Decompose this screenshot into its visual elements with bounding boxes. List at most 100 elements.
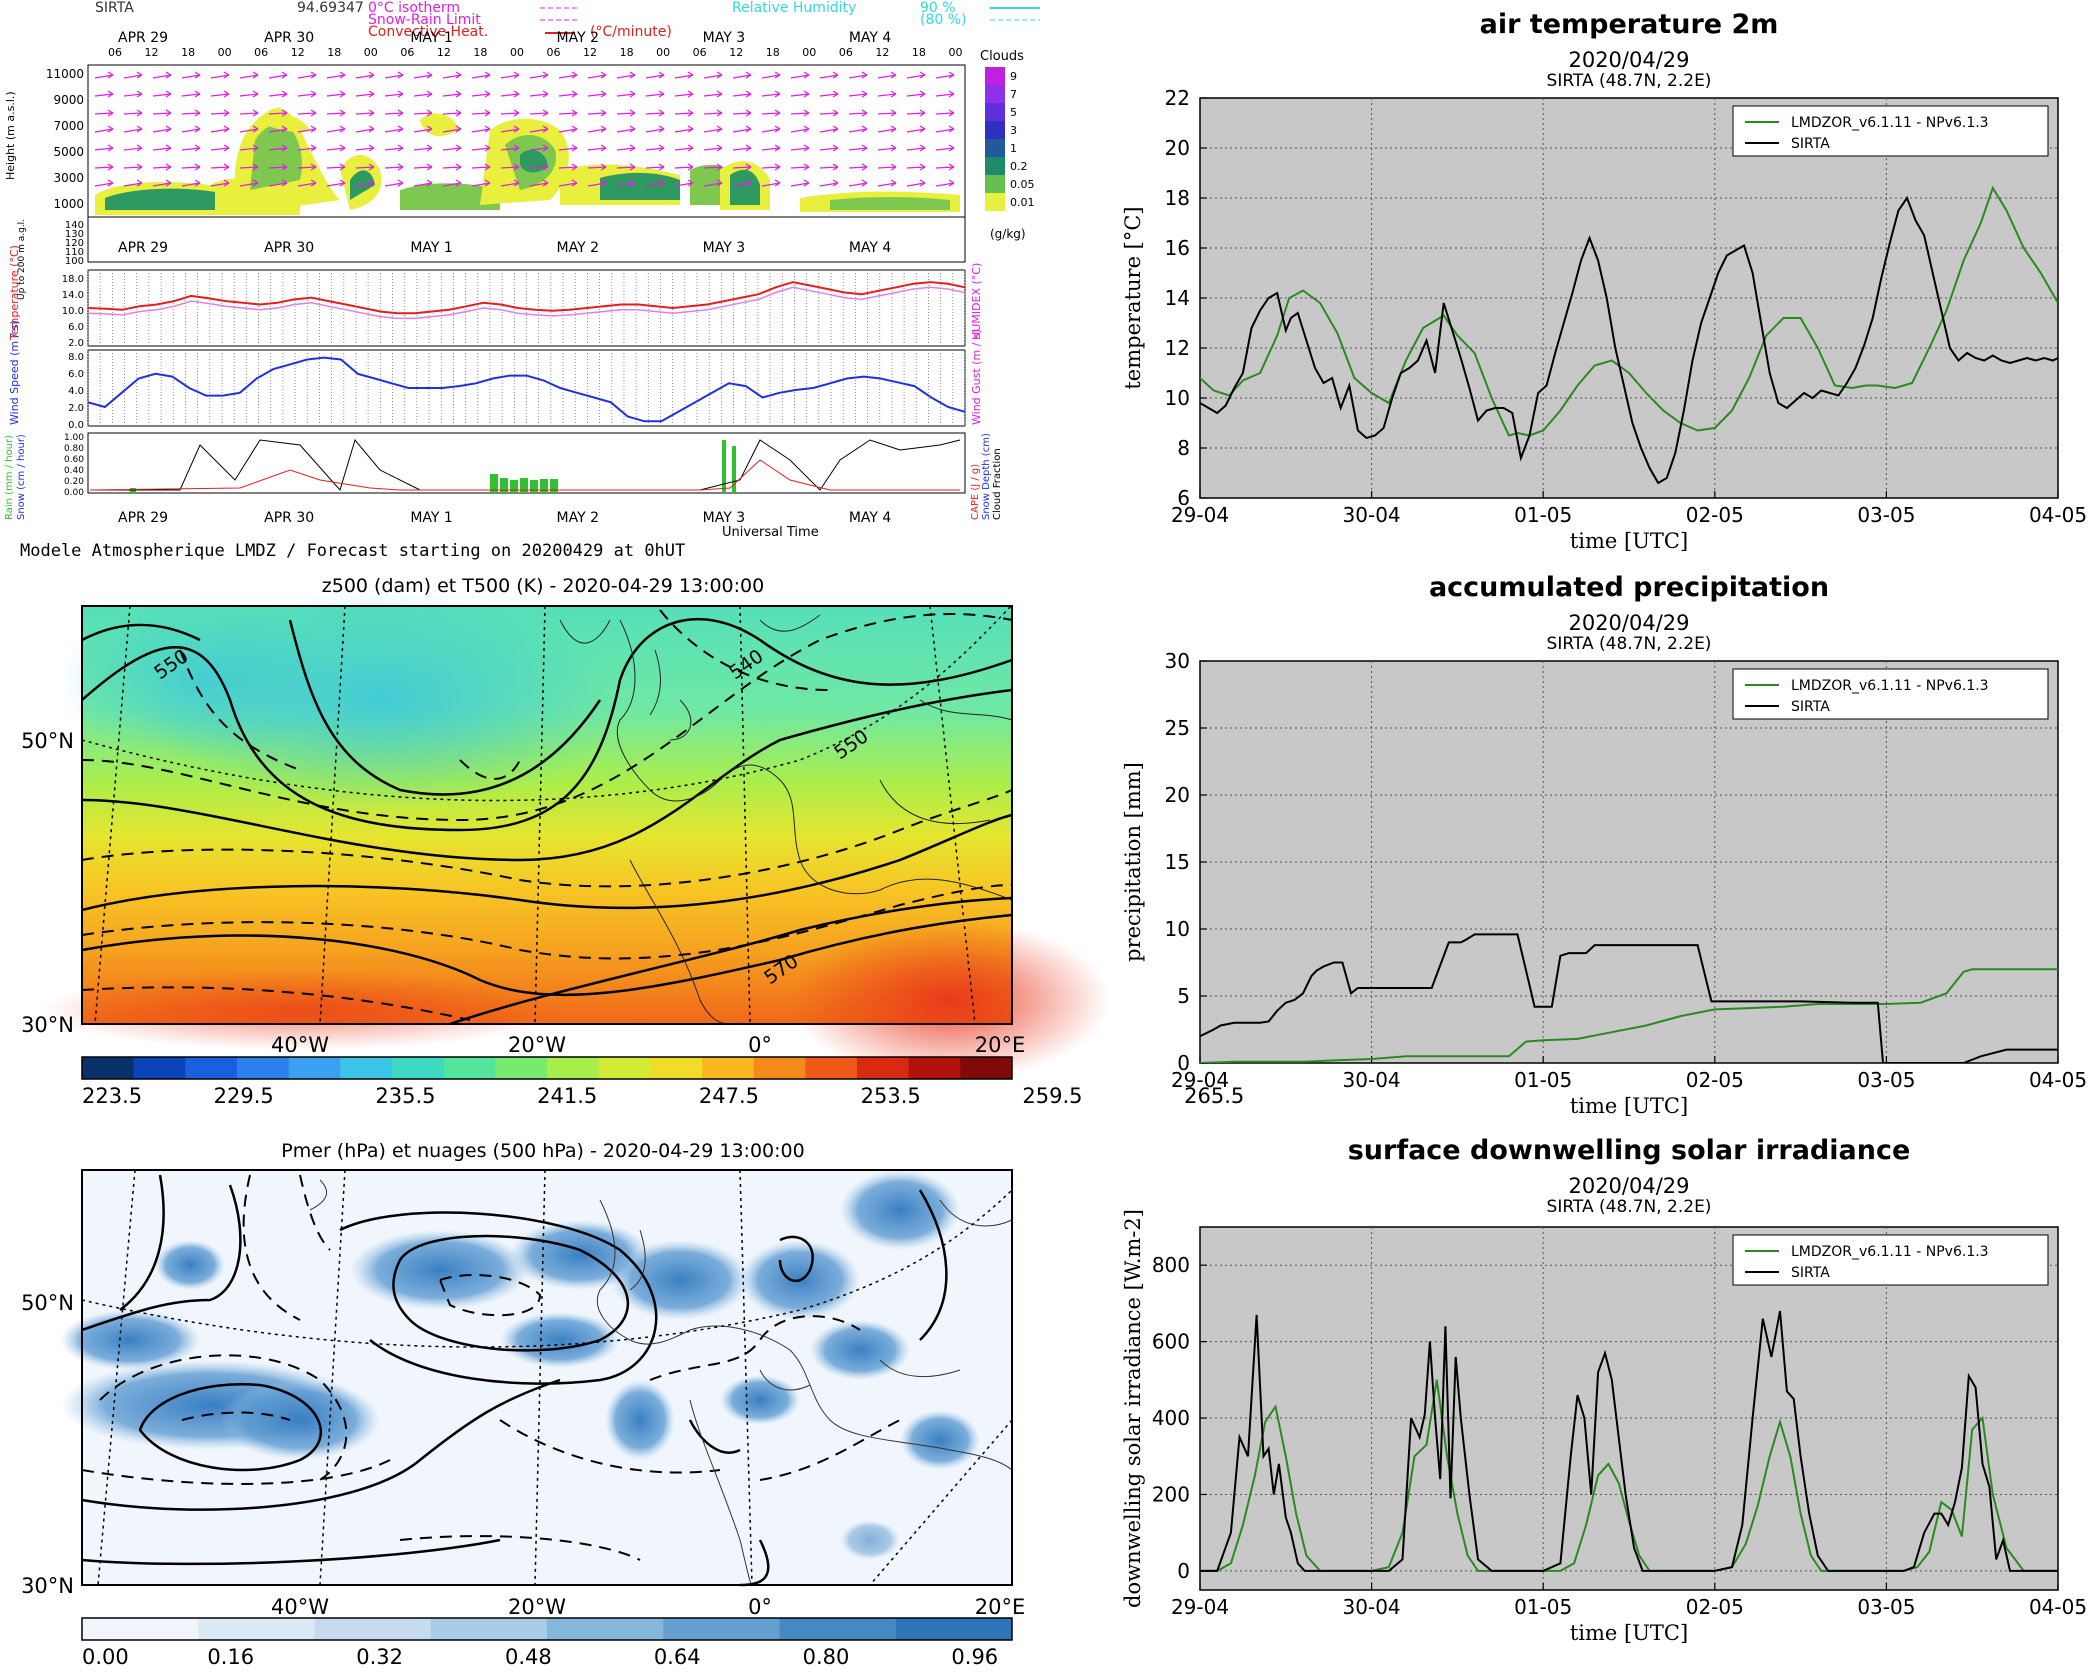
y-tick-label: 20 [1165,136,1190,160]
wind-arrow [152,179,172,187]
map1-dashed-contours [81,609,1013,1021]
wind-arrow [500,109,520,117]
wind-ticks: 8.0 6.0 4.0 2.0 0.0 [68,352,84,431]
wind-arrow [819,109,839,117]
wind-arrow [471,144,491,152]
colorbar-swatch [805,1057,858,1079]
y-tick-label: 16 [1165,236,1190,260]
legend-rh-90: 90 % [920,0,956,16]
wind-arrow [790,179,810,187]
legend-label: LMDZOR_v6.1.11 - NPv6.1.3 [1791,1244,1989,1260]
clouds-level-label: 9 [1010,70,1017,83]
plot-area [1199,660,2059,1064]
humidex-line [87,286,966,320]
day-label: APR 29 [118,510,168,526]
x-tick-label: 04-05 [2029,1068,2087,1092]
wind-arrow [297,179,317,187]
wind-arrow [355,109,375,117]
wind-arrow [326,71,346,79]
hour-label: 06 [693,46,707,59]
series-obs-line [1200,195,2058,485]
colorbar-tick-label: 0.64 [654,1645,701,1669]
hour-label: 00 [364,46,378,59]
plot-area [1199,97,2059,499]
colorbar-swatch [82,1618,199,1640]
wind-arrow [529,125,549,133]
wind-arrow [471,90,491,98]
wind-arrow [268,163,288,171]
hour-label: 12 [875,46,889,59]
wind-arrow [210,109,230,117]
latitude-label: 30°N [21,1013,74,1037]
day-label: MAY 3 [703,240,745,256]
day-label: MAY 4 [849,30,892,46]
wind-arrow [297,90,317,98]
clouds-level-label: 7 [1010,88,1017,101]
wind-arrow [442,90,462,98]
wind-arrow [123,163,143,171]
wind-axis-label: Wind Speed (m / s) [8,320,21,425]
map2-colorbar-ticks: 0.00 0.16 0.32 0.48 0.64 0.80 0.96 [82,1645,998,1669]
colorbar-tick-label: 0.32 [356,1645,403,1669]
wind-arrow [355,71,375,79]
temp-tick: 14.0 [62,290,84,301]
precip-tick: 0.80 [64,444,84,454]
wind-arrow [471,125,491,133]
colorbar-tick-label: 253.5 [861,1084,921,1108]
clouds-colorbar [985,67,1005,211]
colorbar-swatch [547,1057,600,1079]
hour-label: 00 [656,46,670,59]
day-label: MAY 4 [849,240,892,256]
colorbar-swatch [198,1618,315,1640]
wind-arrow [587,125,607,133]
y-tick-label: 30 [1165,649,1190,673]
wind-arrow [645,71,665,79]
temp-tick: 18.0 [62,274,84,285]
y-tick-label: 25 [1165,716,1190,740]
map2-dashed-contours [81,1174,901,1561]
clouds-level-label: 3 [1010,124,1017,137]
temperature-line [87,281,966,315]
wind-arrow [94,144,114,152]
hour-label: 00 [510,46,524,59]
wind-arrow [529,71,549,79]
colorbar-swatch [663,1618,780,1640]
wind-arrow [703,144,723,152]
longitude-label: 0° [748,1033,772,1057]
legend-label: LMDZOR_v6.1.11 - NPv6.1.3 [1791,115,1989,131]
wind-arrow [326,90,346,98]
legend-isotherm: 0°C isotherm [368,0,460,16]
wind-arrow [674,163,694,171]
longitude-label: 20°W [508,1033,566,1057]
wind-arrow [703,90,723,98]
wind-arrow [819,144,839,152]
wind-arrow [877,163,897,171]
meteogram-hour-labels-top: 06 12 18 00 06 12 18 00 06 12 18 00 06 12 18 00 06 12 18 00… [108,46,962,59]
wind-arrow [906,163,926,171]
wind-arrow [268,125,288,133]
wind-arrow [935,179,955,187]
day-label: MAY 3 [703,30,745,46]
meteogram-footer: Modele Atmospherique LMDZ / Forecast sta… [20,541,685,561]
colorbar-swatch [547,1618,664,1640]
height-axis-label: Height (m a.s.l.) [4,91,17,180]
wind-arrow [413,163,433,171]
hour-label: 18 [327,46,341,59]
x-tick-label: 30-04 [1343,1068,1401,1092]
wind-arrow [674,144,694,152]
snowdepth-axis-label: Snow Depth (cm) [981,433,992,520]
wind-arrow [123,90,143,98]
wind-arrow [877,144,897,152]
wind-arrow [645,125,665,133]
hour-label: 18 [912,46,926,59]
clouds-colorbar-title: Clouds [980,49,1024,64]
x-tick-label: 04-05 [2029,503,2087,527]
y-tick-label: 800 [1152,1253,1190,1277]
colorbar-tick-label: 241.5 [537,1084,597,1108]
colorbar-swatch [908,1057,961,1079]
wind-arrow [471,179,491,187]
day-label: MAY 2 [557,30,599,46]
chart-2: accumulated precipitation2020/04/29SIRTA… [1121,572,2087,1118]
hour-label: 00 [218,46,232,59]
